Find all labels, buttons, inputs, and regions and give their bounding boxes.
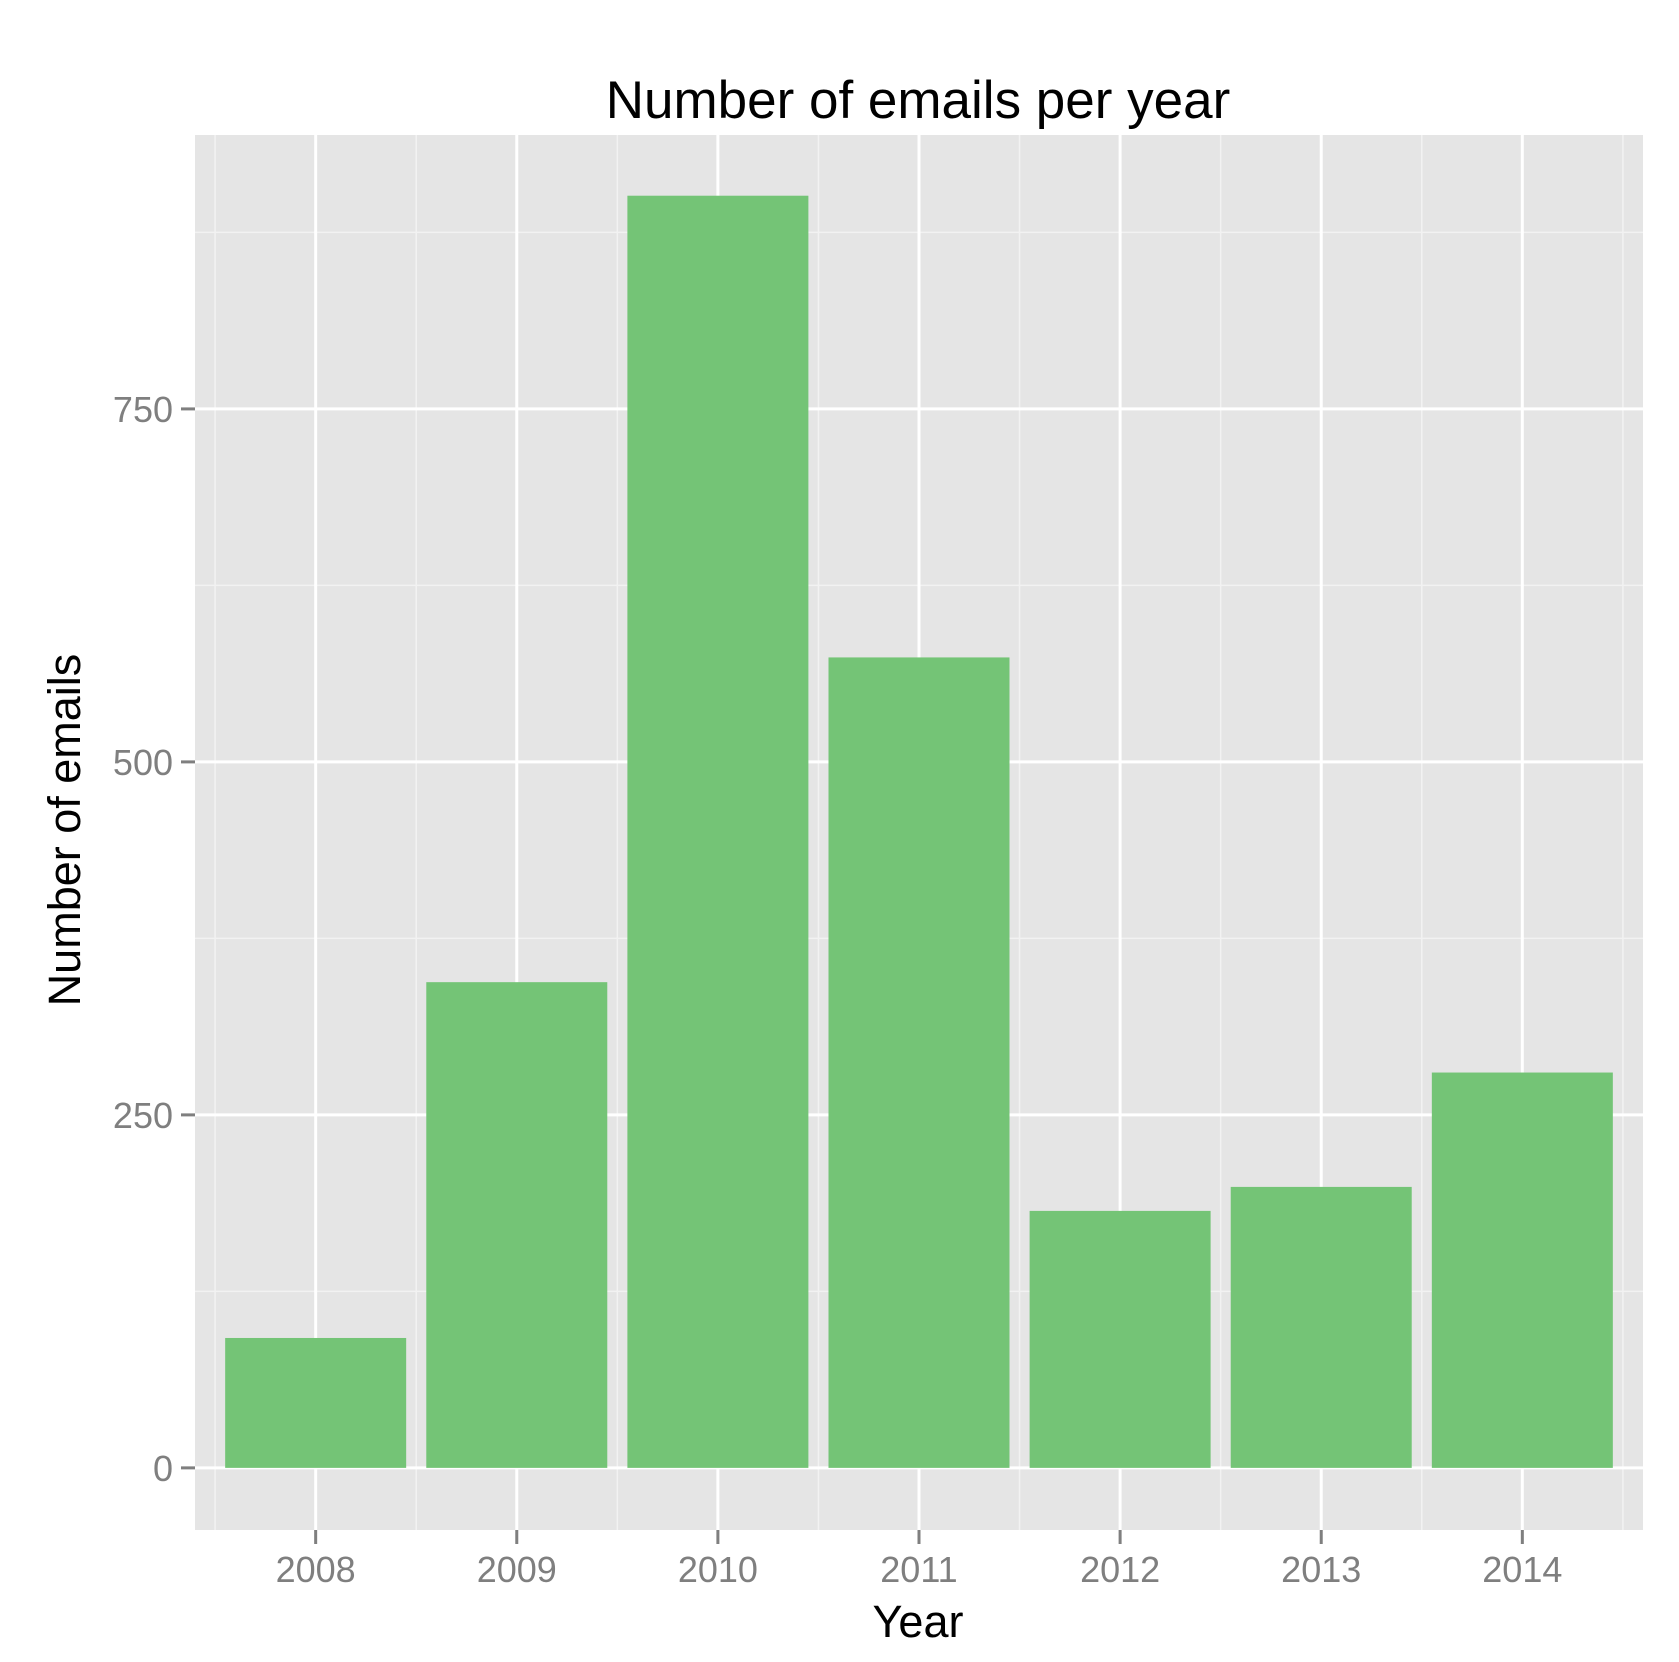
x-tick-label: 2014 — [1482, 1549, 1562, 1590]
minor-gridlines — [195, 135, 1643, 1530]
x-tick-label: 2012 — [1080, 1549, 1160, 1590]
x-tick-label: 2011 — [880, 1549, 957, 1590]
x-axis-title: Year — [873, 1596, 964, 1647]
y-tick-label: 250 — [113, 1095, 173, 1136]
y-axis: 0 250 500 750 — [113, 389, 195, 1489]
bar — [1029, 1210, 1211, 1468]
y-axis-title: Number of emails — [39, 654, 90, 1007]
bar — [225, 1337, 407, 1468]
y-tick-label: 500 — [113, 742, 173, 783]
x-tick-label: 2008 — [276, 1549, 356, 1590]
bars — [225, 195, 1613, 1468]
x-axis: 2008 2009 2010 2011 2012 2013 2014 — [276, 1530, 1562, 1590]
x-tick-label: 2009 — [477, 1549, 557, 1590]
y-tick-label: 750 — [113, 389, 173, 430]
x-tick-label: 2010 — [678, 1549, 758, 1590]
bar — [1230, 1186, 1412, 1468]
bar — [1431, 1072, 1613, 1468]
bar — [828, 657, 1010, 1468]
chart-title: Number of emails per year — [606, 71, 1230, 130]
y-tick-label: 0 — [153, 1448, 173, 1489]
x-tick-label: 2013 — [1281, 1549, 1361, 1590]
bar — [426, 982, 608, 1468]
bar — [627, 195, 809, 1468]
